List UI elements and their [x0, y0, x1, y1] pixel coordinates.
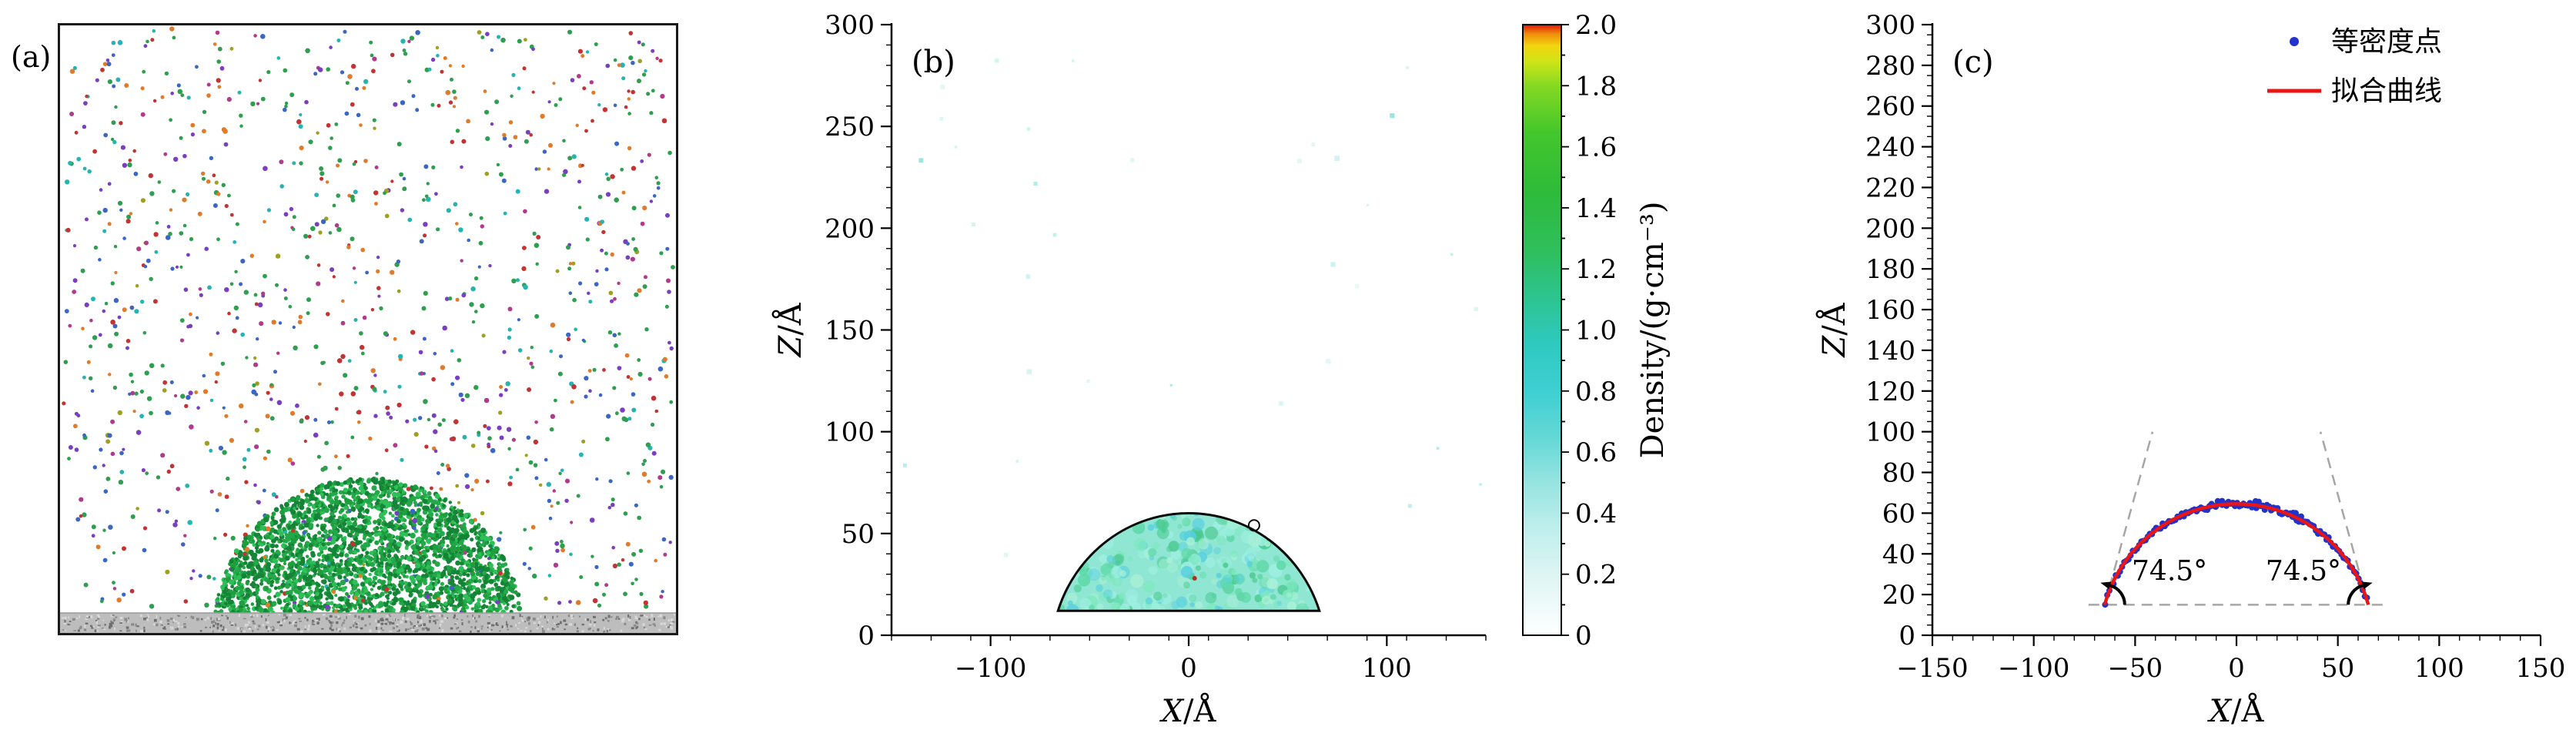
droplet — [213, 476, 523, 616]
y-axis-title: Z/Å — [772, 302, 808, 358]
y-tick-label: 160 — [1865, 295, 1915, 326]
simulation-box — [58, 23, 678, 635]
colorbar-tick-label: 0.8 — [1575, 377, 1617, 407]
axes: 0 50 100 150 200 250 300 −100 0 100 X/Å Z/Å — [772, 10, 1487, 729]
y-tick-label: 260 — [1865, 92, 1915, 122]
x-tick-label: 100 — [2414, 653, 2464, 684]
small-contour-circle — [1247, 519, 1260, 532]
y-tick-label: 300 — [1865, 10, 1915, 41]
vapor-molecules — [62, 26, 675, 609]
contact-angle-arcs — [2100, 581, 2373, 605]
y-tick-label: 180 — [1865, 254, 1915, 285]
x-tick-label: 100 — [1362, 653, 1412, 684]
y-tick-label: 250 — [825, 112, 875, 142]
x-tick-label: 50 — [2321, 653, 2354, 684]
colorbar: 0 0.2 0.4 0.6 0.8 1.0 1.2 1.4 1.6 1.8 2.0 Density/(… — [1522, 10, 1671, 651]
substrate — [60, 612, 676, 633]
x-tick-label: −100 — [955, 653, 1026, 684]
y-tick-label: 140 — [1865, 336, 1915, 367]
x-tick-label: 0 — [2228, 653, 2245, 684]
density-speckles — [1058, 513, 1310, 611]
colorbar-tick-label: 1.8 — [1575, 71, 1617, 102]
panel-title: (b) — [912, 45, 955, 80]
tiny-red-dot — [1192, 576, 1197, 581]
colorbar-tick-label: 0 — [1575, 621, 1592, 651]
x-tick-label: 150 — [2516, 653, 2566, 684]
colorbar-tick-label: 1.6 — [1575, 132, 1617, 163]
panel-title: (c) — [1952, 45, 1994, 80]
x-tick-label: −150 — [1896, 653, 1968, 684]
y-tick-label: 80 — [1882, 458, 1915, 489]
panel-a-canvas — [60, 26, 676, 633]
y-tick-label: 300 — [825, 10, 875, 41]
fit-curve — [2103, 502, 2370, 605]
contact-angle-label: 74.5° — [2266, 556, 2341, 588]
x-tick-label: −50 — [2107, 653, 2163, 684]
colorbar-tick-label: 0.6 — [1575, 437, 1617, 468]
legend-dot-marker — [2290, 37, 2299, 46]
y-tick-label: 20 — [1882, 580, 1915, 611]
x-tick-label: −100 — [1998, 653, 2069, 684]
colorbar-label: Density/(g·cm⁻³) — [1635, 202, 1671, 459]
axes: 0 20 40 60 80 100 120 140 160 180 200 220 240 260 280 3… — [1816, 10, 2565, 729]
y-tick-label: 150 — [825, 316, 875, 347]
colorbar-tick-label: 1.4 — [1575, 193, 1617, 224]
y-tick-label: 100 — [1865, 417, 1915, 448]
colorbar-tick-label: 0.2 — [1575, 560, 1617, 591]
y-tick-label: 0 — [1899, 621, 1915, 651]
colorbar-tick-label: 2.0 — [1575, 10, 1617, 41]
legend-label-points: 等密度点 — [2331, 26, 2442, 58]
y-tick-label: 200 — [825, 213, 875, 244]
y-tick-label: 240 — [1865, 132, 1915, 163]
droplet-density-region — [1056, 512, 1321, 612]
x-tick-label: 0 — [1180, 653, 1197, 684]
y-tick-label: 120 — [1865, 377, 1915, 407]
y-tick-label: 280 — [1865, 51, 1915, 82]
iso-density-points — [2102, 497, 2370, 608]
tangent-guides — [2088, 431, 2385, 606]
x-axis-title: X/Å — [1159, 693, 1217, 729]
vapor-specks — [903, 59, 1482, 557]
y-tick-label: 100 — [825, 417, 875, 448]
y-tick-label: 50 — [841, 519, 875, 550]
y-tick-label: 40 — [1882, 539, 1915, 570]
y-tick-label: 0 — [858, 621, 875, 651]
y-axis-title: Z/Å — [1816, 302, 1852, 358]
colorbar-tick-label: 0.4 — [1575, 498, 1617, 529]
colorbar-tick-label: 1.2 — [1575, 254, 1617, 285]
y-tick-label: 200 — [1865, 213, 1915, 244]
y-tick-label: 220 — [1865, 172, 1915, 203]
x-axis-title: X/Å — [2207, 693, 2265, 729]
contact-angle-label: 74.5° — [2132, 556, 2207, 588]
panel-a-label: (a) — [11, 40, 52, 74]
legend-label-curve: 拟合曲线 — [2331, 75, 2442, 107]
y-tick-label: 60 — [1882, 498, 1915, 529]
colorbar-tick-label: 1.0 — [1575, 316, 1617, 347]
